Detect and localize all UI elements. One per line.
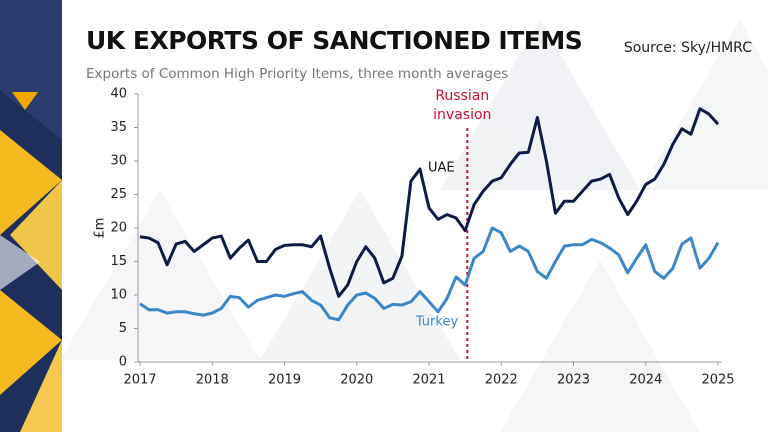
x-tick-label: 2020 [340, 373, 373, 388]
bg-triangles [60, 20, 768, 432]
y-tick-label: 0 [119, 355, 127, 370]
y-tick-label: 20 [110, 221, 127, 236]
x-tick-label: 2023 [557, 373, 590, 388]
series-line [139, 107, 720, 298]
x-tick-label: 2022 [485, 373, 518, 388]
y-tick-label: 10 [110, 288, 127, 303]
source: Source: Sky/HMRC [624, 40, 752, 56]
chart-title: UK EXPORTS OF SANCTIONED ITEMS [86, 26, 582, 55]
side-pattern [0, 0, 62, 432]
series-label: Turkey [415, 315, 459, 330]
x-tick-label: 2017 [123, 373, 156, 388]
x-tick-label: 2019 [268, 373, 301, 388]
x-tick-label: 2018 [196, 373, 229, 388]
x-tick-label: 2021 [412, 373, 445, 388]
card [62, 0, 768, 432]
x-tick-label: 2025 [701, 373, 734, 388]
x-tick-label: 2024 [629, 373, 662, 388]
y-tick-label: 25 [110, 187, 127, 202]
annotation-text: Russian [435, 88, 489, 104]
y-tick-label: 15 [110, 254, 127, 269]
y-tick-label: 30 [110, 154, 127, 169]
y-tick-label: 5 [119, 321, 127, 336]
annotation-text: invasion [433, 107, 491, 123]
y-tick-label: 35 [110, 120, 127, 135]
y-tick-label: 40 [110, 87, 127, 102]
y-axis-label: £m [93, 218, 108, 239]
series-label: UAE [428, 161, 455, 176]
subtitle: Exports of Common High Priority Items, t… [86, 66, 508, 82]
series-line [139, 226, 720, 322]
